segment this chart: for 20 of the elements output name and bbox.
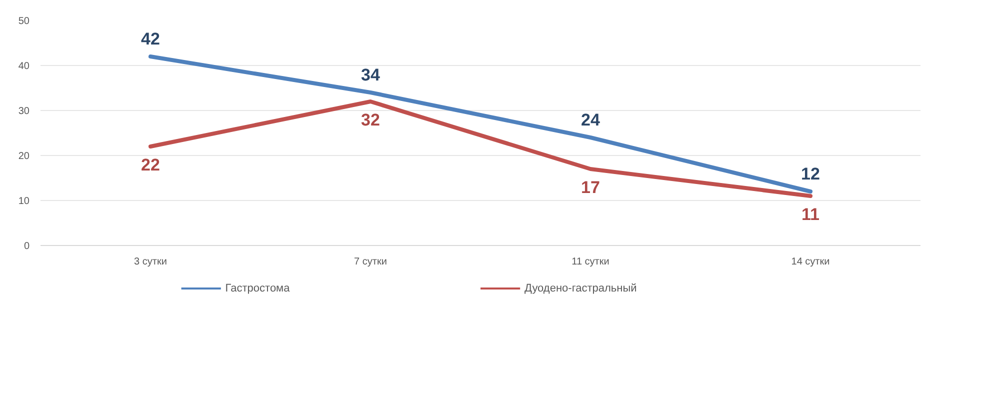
y-tick-label: 40: [18, 61, 30, 72]
data-label: 12: [801, 164, 820, 184]
x-tick-label: 3 сутки: [134, 256, 167, 268]
data-label: 24: [581, 110, 600, 130]
legend-label: Дуодено-гастральный: [524, 282, 637, 294]
data-label: 42: [141, 30, 160, 48]
y-tick-label: 30: [18, 106, 30, 117]
legend-label: Гастростома: [225, 282, 291, 294]
y-tick-label: 20: [18, 151, 30, 162]
y-tick-label: 0: [24, 241, 30, 252]
y-tick-label: 50: [18, 16, 30, 27]
data-label: 22: [141, 156, 160, 174]
data-label: 17: [581, 178, 600, 197]
data-label: 32: [361, 110, 380, 130]
data-label: 34: [361, 66, 380, 84]
x-tick-label: 11 сутки: [572, 256, 610, 268]
x-tick-label: 14 сутки: [791, 256, 830, 268]
y-tick-label: 10: [18, 196, 30, 207]
x-tick-label: 7 сутки: [354, 256, 387, 268]
data-label: 11: [802, 205, 820, 224]
